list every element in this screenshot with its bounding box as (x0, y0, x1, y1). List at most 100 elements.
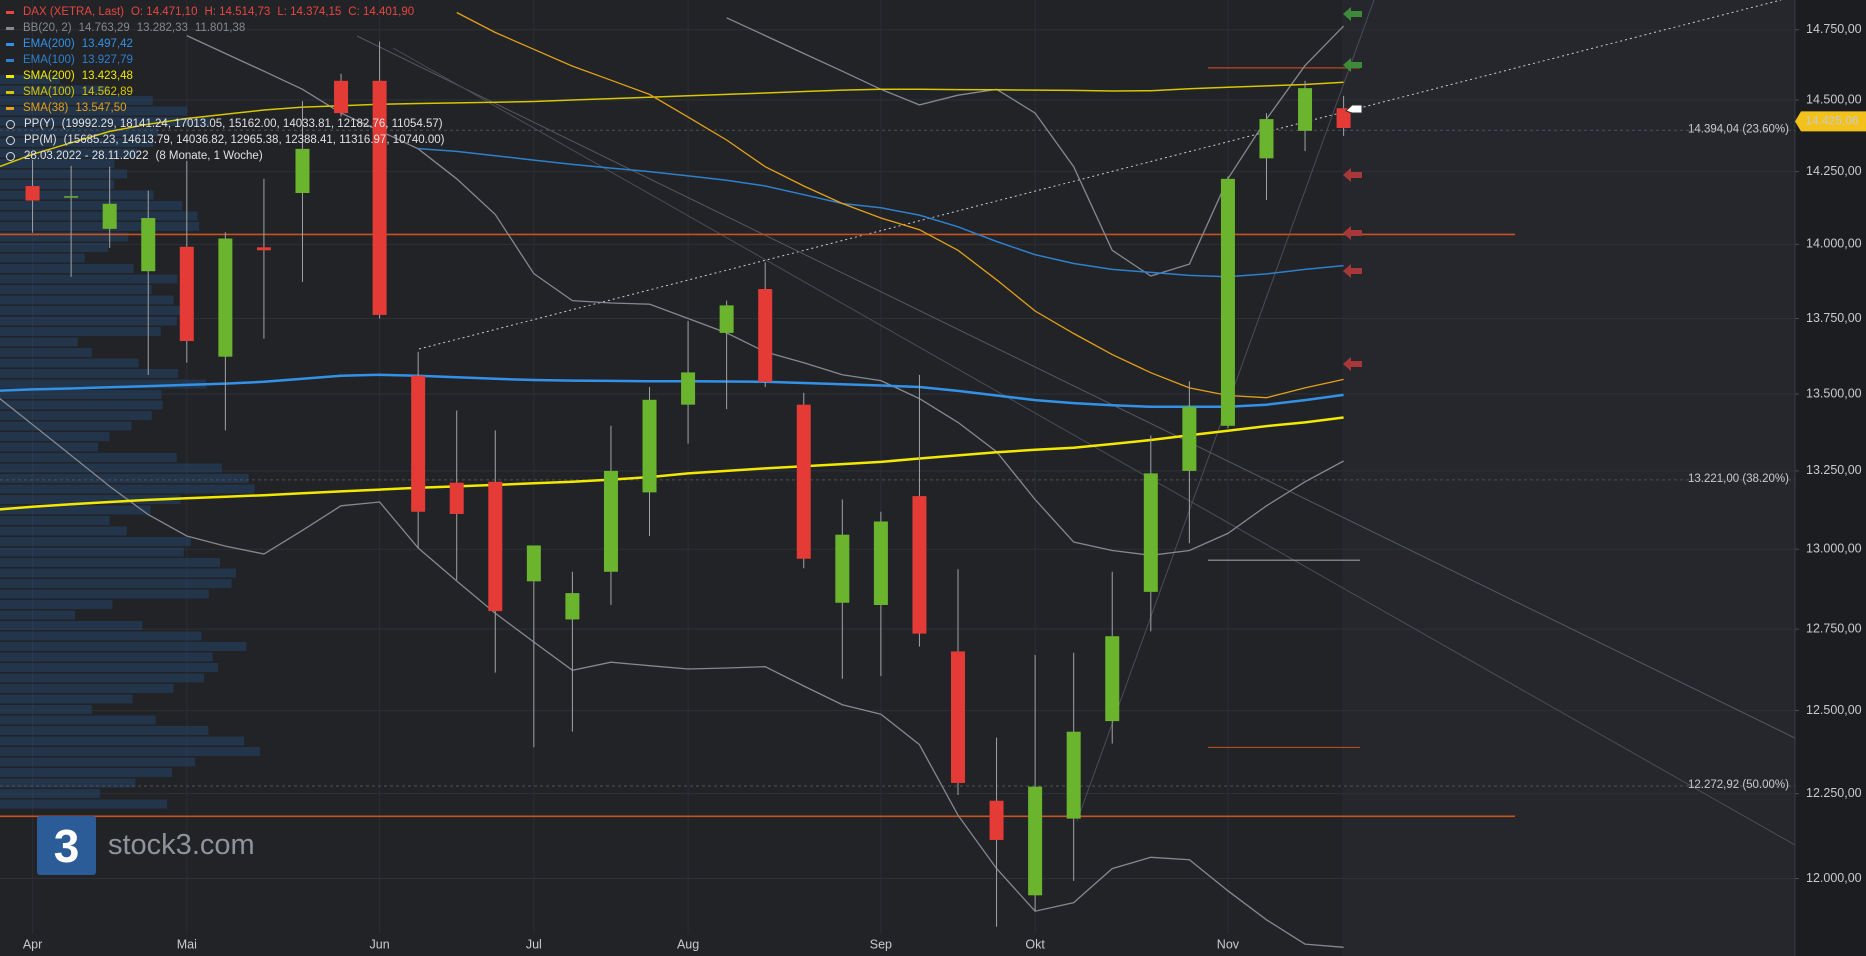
profile-bar (0, 253, 85, 263)
legend-name: EMA(100) (23, 54, 75, 66)
candle-body (334, 80, 349, 114)
profile-bar (0, 232, 129, 242)
buy-arrow (1343, 58, 1362, 72)
candle-body (102, 203, 117, 229)
legend-icon (6, 90, 14, 94)
profile-bar (0, 778, 136, 788)
indicator-line (418, 147, 1344, 278)
profile-bar (0, 348, 92, 357)
candle-body (449, 482, 464, 514)
indicator-line (456, 11, 1344, 399)
profile-bar (0, 127, 159, 137)
legend-icon (6, 74, 14, 78)
profile-bar (0, 747, 260, 756)
profile-bar (0, 589, 209, 599)
date-range: 28.03.2022 - 28.11.2022 (24, 150, 149, 162)
profile-bar (0, 526, 127, 536)
legend-icon (6, 58, 14, 62)
candle-body (1066, 731, 1081, 819)
candle-body (835, 534, 850, 603)
profile-bar (0, 442, 99, 452)
candle-body (912, 496, 927, 634)
profile-bar (0, 159, 115, 168)
legend-value: 13.547,50 (75, 102, 127, 114)
profile-bar (0, 568, 237, 578)
legend-row: EMA(200) 13.497,42 (6, 36, 445, 52)
candle-body (526, 545, 541, 582)
profile-bar (0, 306, 182, 315)
legend-value: 11.801,38 (194, 22, 246, 34)
profile-bar (0, 642, 247, 651)
trend-line (356, 35, 1795, 739)
profile-bar (0, 694, 133, 704)
profile-bar (0, 463, 222, 473)
y-tick-label: 14.000,00 (1806, 237, 1862, 251)
profile-bar (0, 138, 154, 147)
sell-arrow (1343, 357, 1362, 371)
candle-body (1336, 108, 1351, 128)
profile-bar (0, 201, 183, 210)
y-tick-label: 13.500,00 (1806, 386, 1862, 400)
profile-bar (0, 421, 132, 431)
watermark-logo: 3 (37, 816, 96, 875)
profile-bar (0, 75, 60, 84)
y-tick-label: 14.750,00 (1806, 22, 1862, 36)
y-tick-label: 14.250,00 (1806, 164, 1862, 178)
y-tick-label: 13.000,00 (1806, 542, 1862, 556)
candle-body (758, 289, 773, 382)
legend-name: SMA(200) (23, 70, 75, 82)
ohlc-value: O: 14.471,10 (130, 6, 198, 18)
legend-value: 13.927,79 (81, 54, 133, 66)
profile-bar (0, 579, 232, 588)
sell-arrow (1343, 264, 1362, 278)
legend-row: 28.03.2022 - 28.11.2022 (8 Monate, 1 Woch… (6, 148, 445, 164)
x-tick-label: Nov (1217, 937, 1240, 951)
profile-bar (0, 327, 161, 336)
legend-icon (6, 119, 15, 129)
legend-value: (19992.29, 18141.24, 17013.05, 15162.00,… (61, 118, 443, 130)
profile-bar (0, 400, 163, 410)
y-tick-label: 13.250,00 (1806, 463, 1862, 477)
profile-bar (0, 316, 177, 326)
profile-bar (0, 432, 110, 441)
price-tag (1795, 111, 1866, 132)
legend-value: 14.562,89 (81, 86, 133, 98)
legend-name: SMA(38) (23, 102, 69, 114)
legend-value: 13.497,42 (81, 38, 133, 50)
profile-bar (0, 222, 200, 231)
labels: 12.000,00 12.250,00 12.500,00 12.750,00 13.0… (23, 22, 1866, 951)
legend-name: PP(M) (24, 134, 57, 146)
legend-icon (6, 10, 14, 14)
profile-bar (0, 390, 162, 399)
fib-label: 13.221,00 (38.20%) (1688, 473, 1789, 485)
candle-body (796, 404, 811, 559)
signal-arrows (1343, 7, 1363, 371)
legend-value: (15685.23, 14613.79, 14036.82, 12965.38,… (63, 134, 445, 146)
candle-body (681, 372, 696, 405)
legend-row: SMA(38) 13.547,50 (6, 100, 445, 116)
profile-bar (0, 505, 151, 515)
ohlc-value: C: 14.401,90 (348, 6, 415, 18)
profile-bar (0, 411, 152, 420)
watermark-text: stock3.com (108, 829, 255, 861)
y-tick-label: 12.500,00 (1806, 703, 1862, 717)
buy-arrow (1343, 7, 1362, 21)
profile-bar (0, 211, 198, 221)
profile-bar (0, 558, 220, 567)
x-tick-label: Mai (177, 937, 197, 951)
legend-icon (6, 135, 15, 145)
fib-label: 12.272,92 (50.00%) (1688, 779, 1789, 791)
volume-profile (0, 75, 260, 809)
candle-body (951, 651, 965, 783)
profile-bar (0, 285, 152, 294)
candle-body (64, 196, 79, 198)
profile-bar (0, 799, 168, 809)
legend-row: PP(Y) (19992.29, 18141.24, 17013.05, 1516… (6, 116, 445, 132)
y-axis-panel (1795, 0, 1866, 956)
legend-name: DAX (XETRA, Last) (23, 6, 124, 18)
x-tick-label: Aug (677, 937, 699, 951)
price-tag-label: 14.425,06 (1805, 114, 1859, 128)
profile-bar (0, 652, 213, 662)
x-tick-label: Jun (370, 937, 390, 951)
